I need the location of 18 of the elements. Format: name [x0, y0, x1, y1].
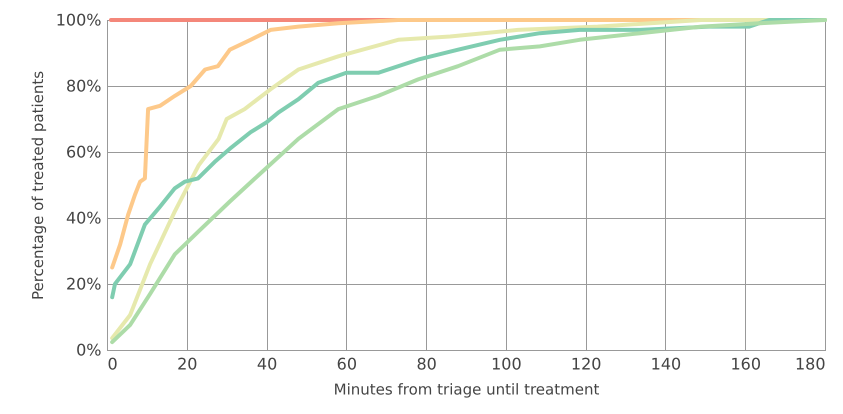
y-tick-label: 60% [66, 142, 102, 162]
y-tick-label: 0% [76, 340, 102, 360]
x-tick-label: 120 [570, 354, 602, 374]
x-tick-label: 100 [491, 354, 522, 374]
x-tick-label: 40 [256, 354, 278, 374]
x-tick-label: 80 [416, 354, 437, 374]
x-tick-label: 160 [730, 354, 761, 374]
x-tick-label: 20 [177, 354, 198, 374]
y-tick-label: 20% [66, 274, 102, 294]
y-tick-label: 80% [66, 76, 102, 96]
x-tick-label: 140 [650, 354, 682, 374]
x-axis-title: Minutes from triage until treatment [334, 380, 600, 398]
y-tick-label: 100% [56, 10, 102, 30]
x-tick-label: 60 [336, 354, 358, 374]
x-tick-label: 0 [108, 354, 118, 374]
y-axis-title: Percentage of treated patients [28, 70, 47, 300]
y-tick-label: 40% [66, 208, 102, 228]
x-tick-label: 180 [794, 354, 826, 374]
